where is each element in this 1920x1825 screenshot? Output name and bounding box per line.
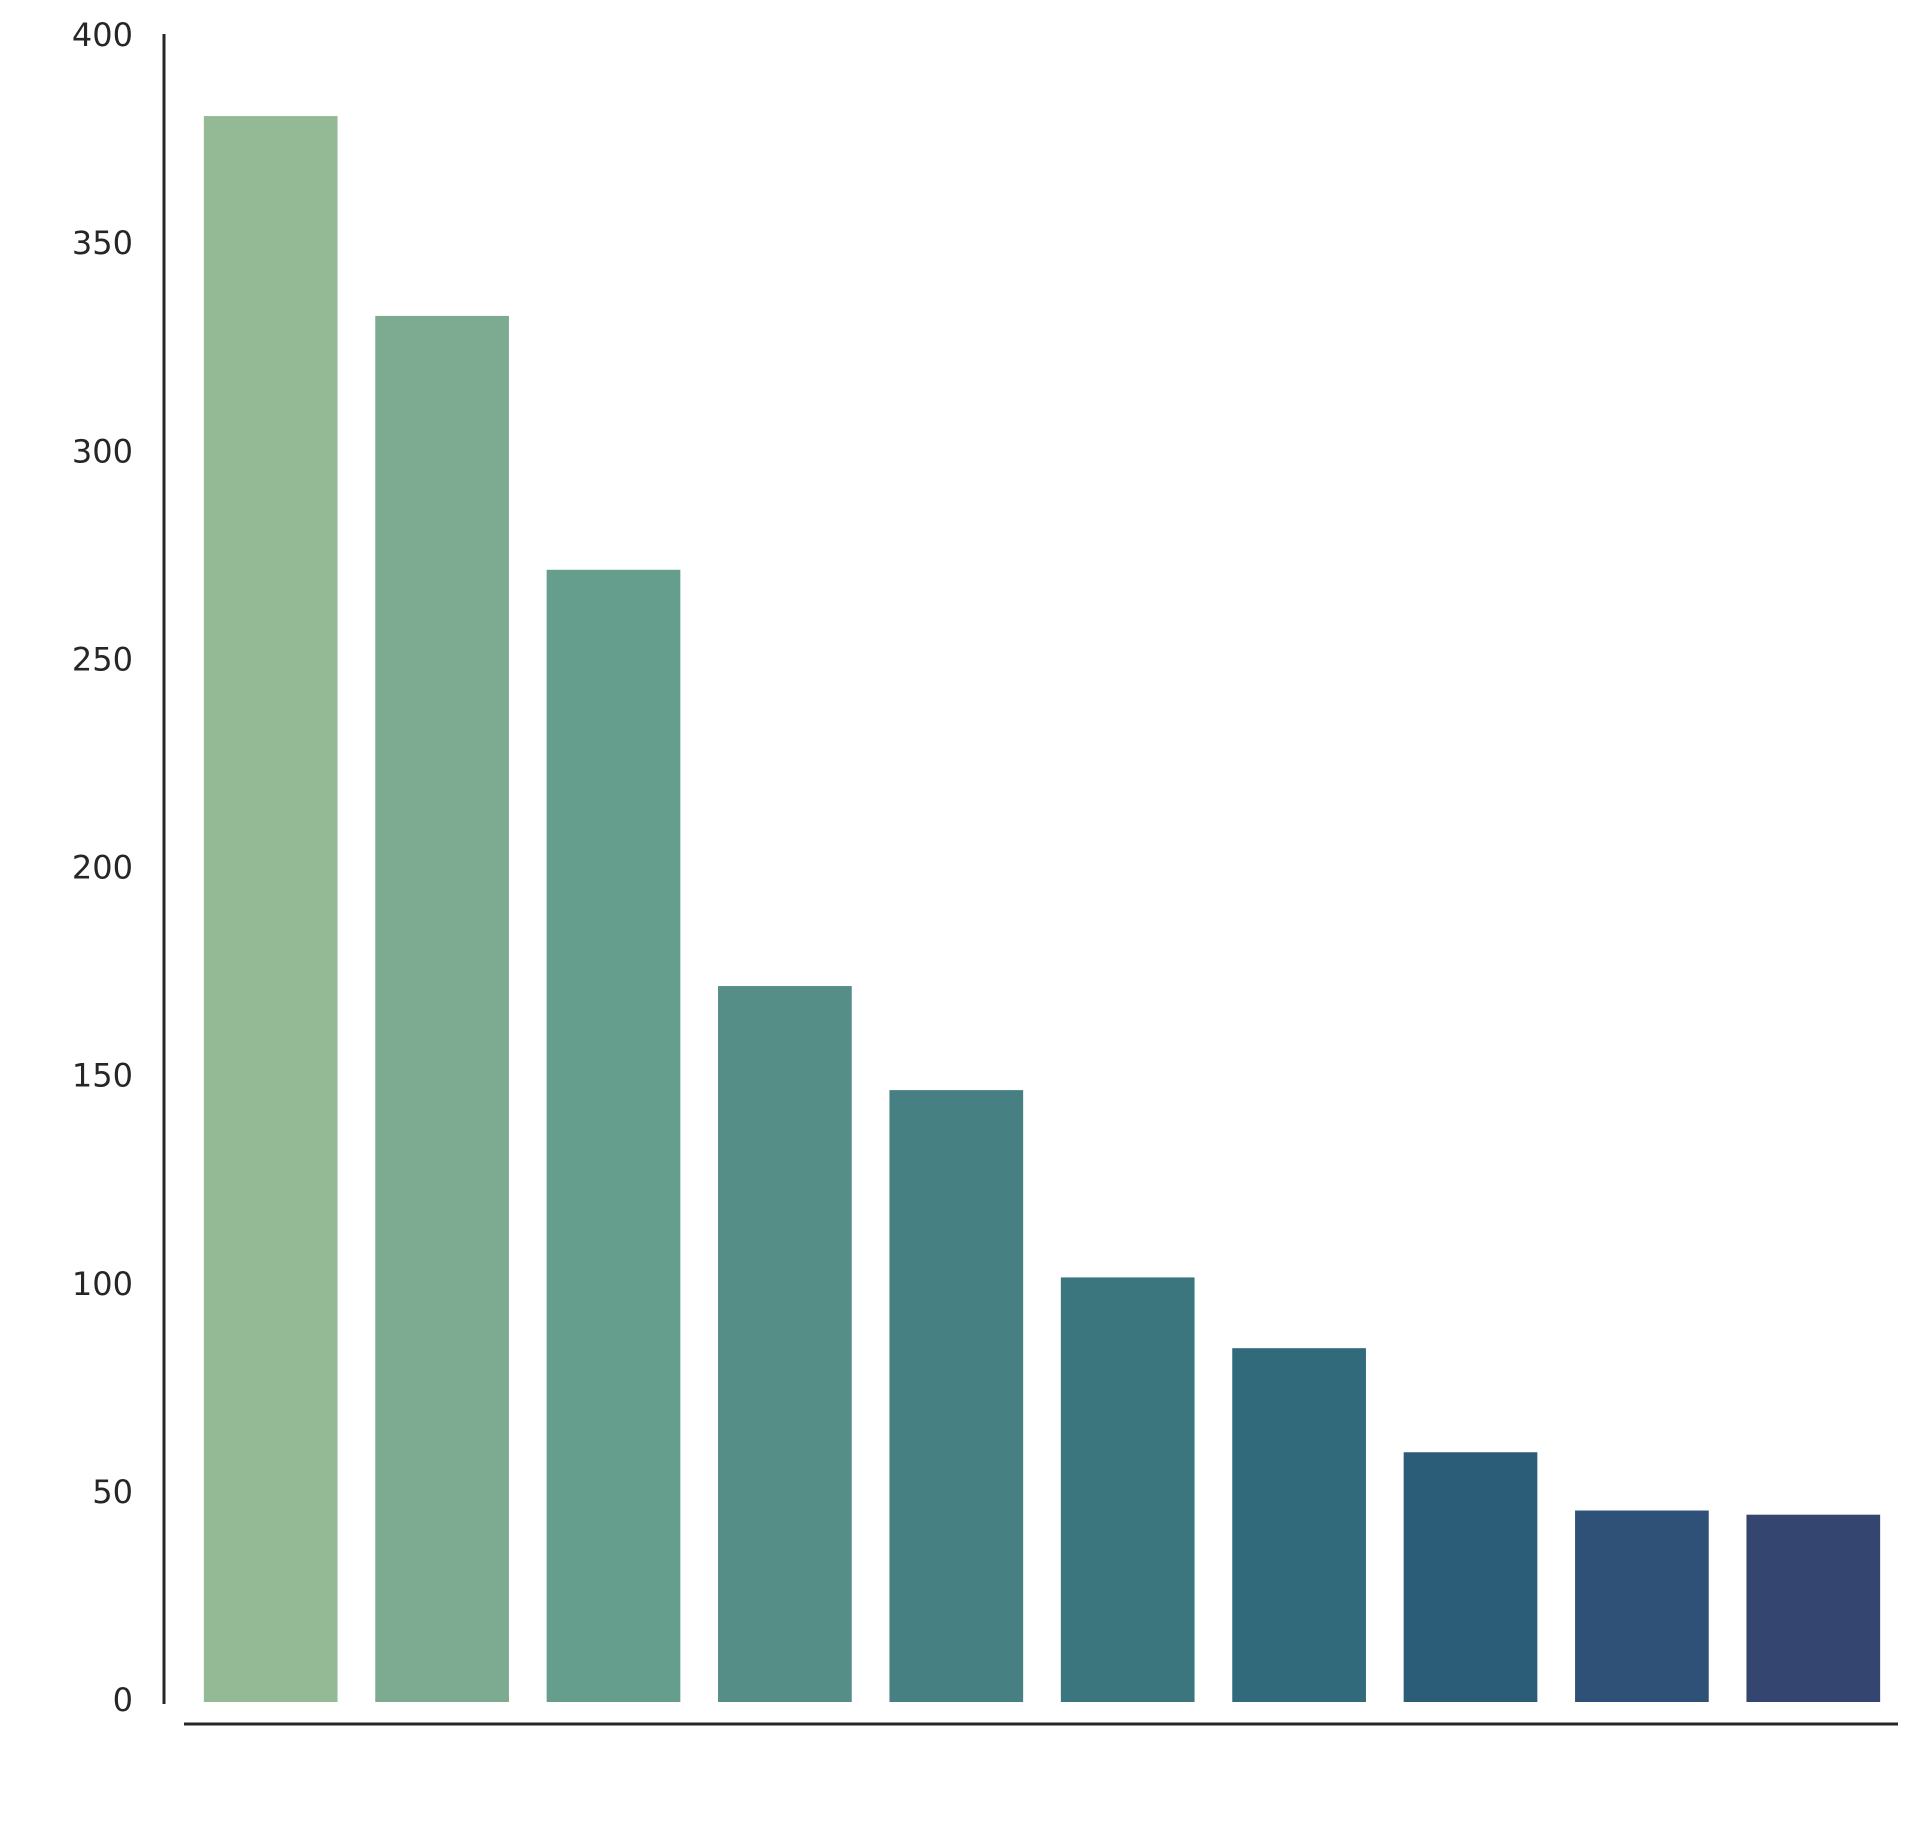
y-tick-label: 300	[72, 432, 133, 470]
y-tick-label: 250	[72, 640, 133, 678]
y-tick-label: 150	[72, 1057, 133, 1095]
y-tick-label: 400	[72, 16, 133, 54]
bar	[889, 1090, 1024, 1702]
y-tick-label: 350	[72, 224, 133, 262]
y-tick-label: 200	[72, 849, 133, 887]
bar	[1746, 1514, 1881, 1702]
y-tick-label: 0	[113, 1681, 133, 1719]
y-tick-label: 100	[72, 1265, 133, 1303]
bar	[375, 315, 509, 1703]
bar	[1575, 1510, 1709, 1702]
bar	[1403, 1452, 1538, 1702]
bar	[718, 986, 852, 1702]
bar	[1232, 1348, 1366, 1702]
bar	[203, 116, 338, 1702]
bar	[546, 569, 681, 1702]
y-tick-label: 50	[92, 1473, 133, 1511]
bar	[1060, 1277, 1195, 1702]
